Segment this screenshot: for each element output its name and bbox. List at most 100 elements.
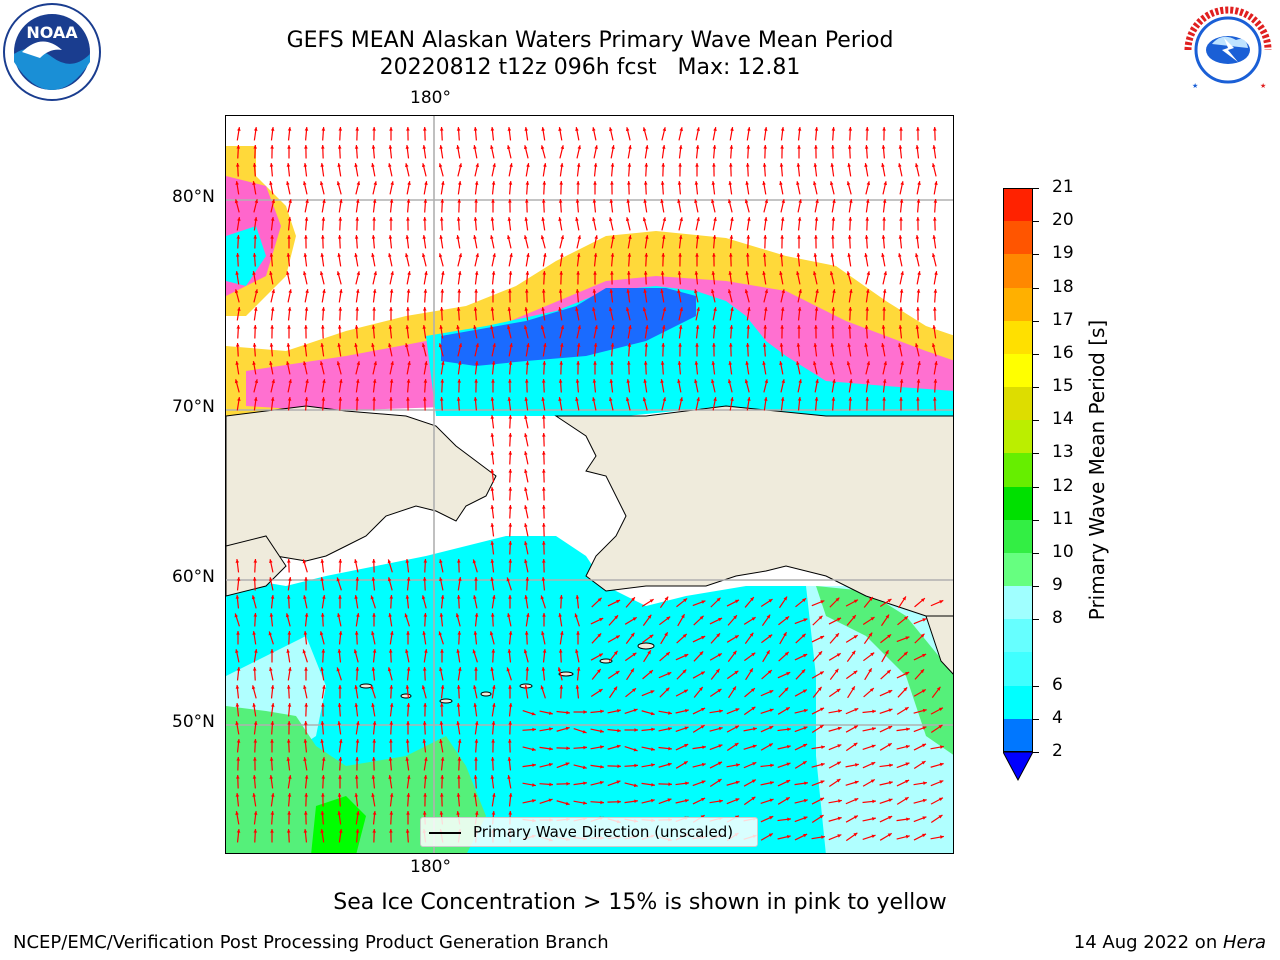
direction-arrow-head — [668, 711, 672, 715]
direction-arrow-head — [630, 668, 634, 673]
direction-arrow-head — [491, 739, 495, 743]
direction-arrow-head — [339, 289, 343, 293]
direction-arrow-head — [644, 343, 649, 347]
direction-arrow-head — [320, 811, 325, 815]
direction-arrow-head — [837, 816, 842, 821]
direction-arrow-head — [611, 235, 615, 240]
direction-arrow-head — [541, 289, 546, 293]
direction-arrow-head — [558, 289, 563, 293]
direction-arrow-head — [864, 325, 869, 329]
direction-arrow-head — [389, 307, 393, 311]
direction-arrow-head — [642, 307, 647, 312]
direction-arrow-head — [524, 469, 528, 474]
direction-arrow-head — [388, 253, 392, 258]
colorbar-tick — [1033, 519, 1039, 521]
direction-arrow-head — [820, 797, 825, 802]
direction-arrow-head — [647, 650, 651, 655]
direction-arrow-head — [644, 253, 649, 257]
direction-arrow-head — [524, 595, 528, 599]
direction-arrow-head — [836, 778, 841, 783]
direction-arrow-head — [575, 127, 579, 132]
direction-arrow-head — [815, 199, 819, 204]
direction-arrow-head — [507, 775, 511, 779]
direction-arrow-head — [684, 654, 689, 658]
direction-arrow-head — [254, 649, 258, 653]
direction-arrow-head — [304, 775, 309, 779]
direction-arrow-head — [728, 271, 733, 275]
direction-arrow-head — [541, 397, 545, 401]
direction-arrow-head — [576, 163, 581, 167]
direction-arrow-head — [440, 775, 445, 779]
direction-arrow-head — [286, 595, 291, 599]
direction-arrow-head — [424, 361, 428, 365]
direction-arrow-head — [337, 325, 342, 329]
direction-arrow-head — [649, 599, 654, 603]
colorbar-tick — [1033, 752, 1039, 753]
direction-arrow-head — [549, 782, 553, 787]
direction-arrow-head — [338, 775, 342, 779]
direction-arrow-head — [423, 703, 427, 707]
direction-arrow-head — [287, 235, 291, 239]
direction-arrow-head — [749, 668, 753, 673]
direction-arrow-head — [717, 688, 722, 693]
direction-arrow-head — [524, 415, 528, 420]
direction-arrow-head — [531, 799, 536, 803]
colorbar-segment — [1003, 320, 1033, 354]
direction-arrow-head — [321, 757, 326, 761]
direction-arrow-head — [899, 379, 904, 383]
direction-arrow-head — [881, 325, 886, 329]
direction-arrow-head — [354, 235, 359, 239]
direction-arrow-head — [509, 253, 513, 258]
direction-arrow-head — [746, 235, 751, 239]
direction-arrow-head — [304, 325, 308, 329]
direction-arrow-head — [853, 815, 858, 819]
direction-arrow-head — [582, 729, 587, 734]
direction-arrow-head — [252, 163, 257, 167]
direction-arrow-head — [868, 632, 873, 637]
direction-arrow-head — [847, 163, 851, 167]
direction-arrow-head — [371, 703, 375, 707]
direction-arrow-head — [439, 217, 444, 221]
direction-arrow-head — [820, 762, 825, 767]
colorbar-tick-label: 10 — [1052, 541, 1074, 562]
direction-arrow-head — [797, 397, 802, 401]
direction-arrow-head — [406, 721, 410, 725]
direction-arrow-head — [253, 325, 258, 329]
direction-arrow-head — [922, 708, 927, 713]
direction-arrow-head — [745, 163, 750, 167]
direction-arrow-head — [370, 685, 375, 690]
direction-arrow-head — [558, 649, 563, 653]
direction-arrow-head — [593, 361, 597, 365]
direction-arrow-head — [560, 325, 565, 330]
direction-arrow-head — [887, 833, 892, 837]
direction-arrow-head — [354, 145, 359, 149]
colorbar-tick-label: 19 — [1052, 243, 1074, 264]
direction-arrow-head — [338, 757, 343, 761]
direction-arrow-head — [320, 829, 324, 833]
direction-arrow-head — [507, 739, 512, 743]
direction-arrow-head — [390, 361, 394, 366]
direction-arrow-head — [389, 685, 394, 689]
colorbar-tick-label: 12 — [1052, 475, 1074, 496]
direction-arrow-head — [491, 181, 496, 185]
direction-arrow-head — [558, 397, 562, 401]
direction-arrow-head — [354, 793, 359, 797]
direction-arrow-head — [701, 600, 706, 604]
direction-arrow-head — [575, 595, 580, 599]
direction-arrow-head — [286, 181, 290, 186]
direction-arrow-head — [422, 145, 427, 149]
direction-arrow-head — [389, 127, 393, 131]
direction-arrow-head — [887, 598, 892, 603]
direction-arrow-head — [236, 577, 241, 581]
direction-arrow-head — [592, 289, 597, 293]
direction-arrow-head — [594, 325, 598, 330]
direction-arrow-head — [524, 379, 529, 383]
direction-arrow-head — [733, 615, 737, 620]
colorbar-tick — [1033, 353, 1039, 355]
direction-arrow-head — [540, 145, 545, 150]
direction-arrow-head — [852, 615, 856, 620]
direction-arrow-head — [661, 253, 666, 257]
direction-arrow-head — [847, 145, 852, 149]
direction-arrow-head — [524, 289, 529, 293]
date-stamp: 14 Aug 2022 on Hera — [1074, 932, 1266, 953]
